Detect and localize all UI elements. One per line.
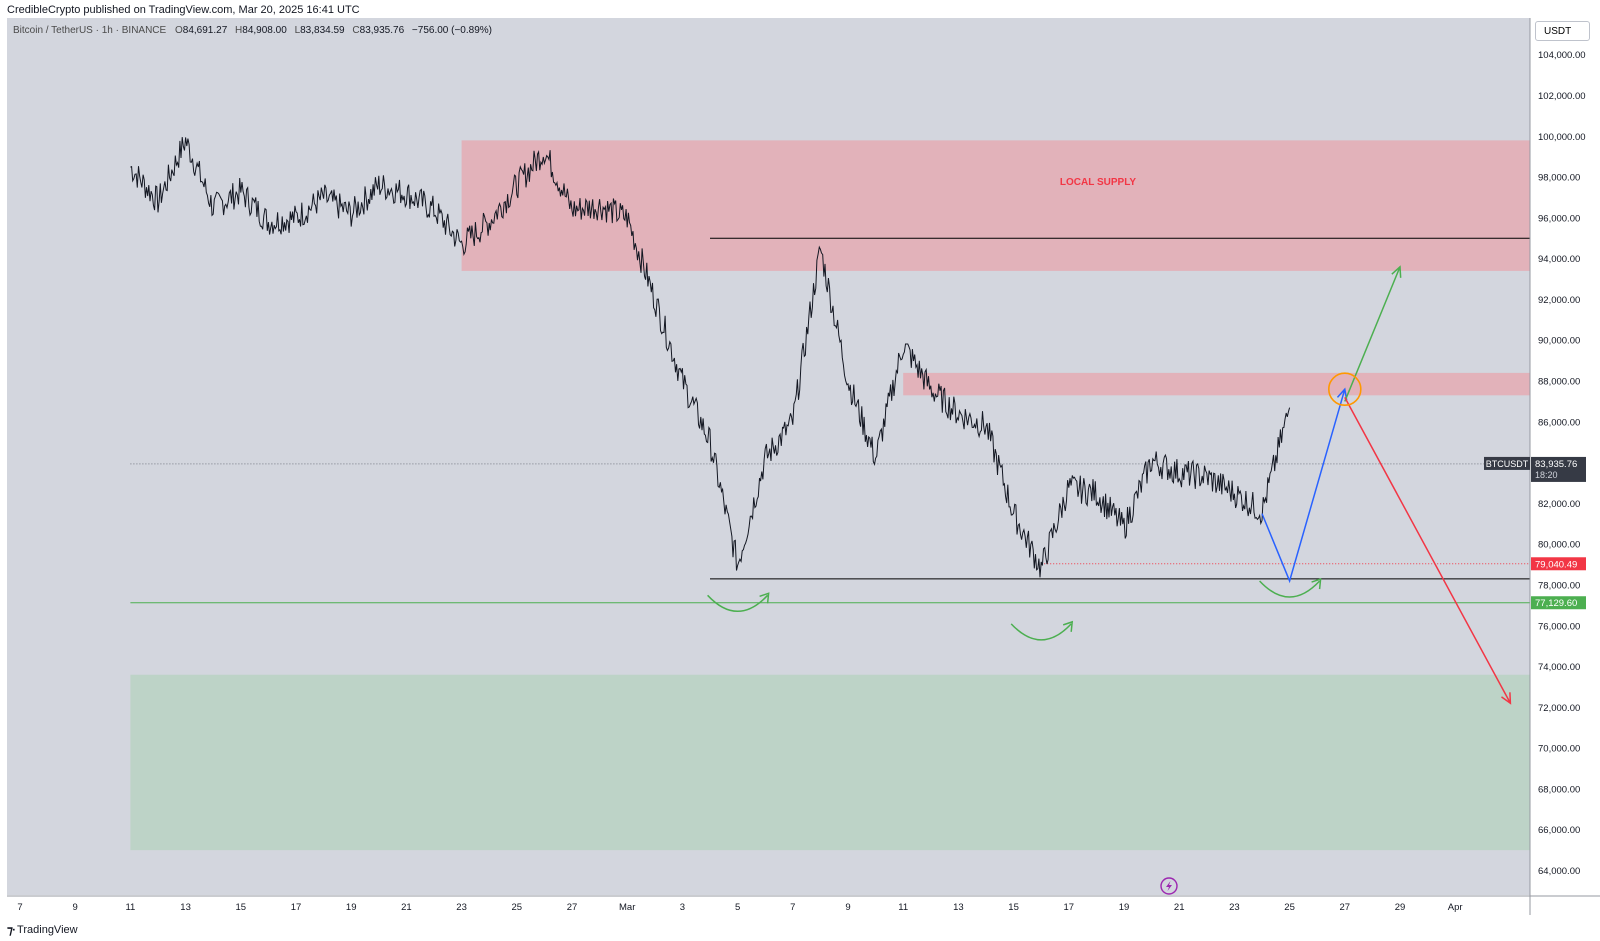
x-tick-label: Mar: [619, 902, 635, 913]
bounce-arc-2: [1259, 580, 1321, 598]
flash-icon[interactable]: [1160, 877, 1178, 895]
y-tick-label: 74,000.00: [1538, 662, 1580, 673]
low-label: L: [294, 25, 301, 36]
x-tick-label: 3: [680, 902, 685, 913]
tradingview-logo-icon: ⁊ᐧ: [7, 923, 15, 937]
projection-arrowhead-1: [1391, 265, 1402, 278]
bounce-arc-1: [1010, 623, 1072, 641]
countdown-text: 18:20: [1535, 470, 1558, 480]
current-price-text: 83,935.76: [1535, 459, 1577, 470]
y-tick-label: 90,000.00: [1538, 336, 1580, 347]
x-tick-label: 11: [898, 902, 908, 913]
bounce-arc-arrowhead-2: [1311, 577, 1322, 590]
y-tick-label: 68,000.00: [1538, 784, 1580, 795]
x-tick-label: 25: [1284, 902, 1295, 913]
y-tick-label: 64,000.00: [1538, 866, 1580, 877]
btc-price-series: [130, 137, 1291, 578]
y-tick-label: 94,000.00: [1538, 254, 1580, 265]
x-tick-label: 27: [567, 902, 578, 913]
x-tick-label: 5: [735, 902, 740, 913]
high-label: H: [235, 25, 243, 36]
red-level-text: 79,040.49: [1535, 559, 1577, 570]
y-tick-label: 98,000.00: [1538, 173, 1580, 184]
current-symbol-badge: [1484, 456, 1530, 470]
y-tick-label: 70,000.00: [1538, 744, 1580, 755]
y-tick-label: 80,000.00: [1538, 540, 1580, 551]
low-value: 83,834.59: [300, 25, 345, 36]
x-tick-label: 23: [1229, 902, 1240, 913]
x-tick-label: 17: [291, 902, 302, 913]
projection-path-0: [1261, 388, 1346, 584]
currency-button[interactable]: USDT: [1535, 21, 1590, 41]
x-tick-label: 19: [1119, 902, 1130, 913]
y-tick-label: 88,000.00: [1538, 377, 1580, 388]
y-tick-label: 82,000.00: [1538, 499, 1580, 510]
y-tick-label: 66,000.00: [1538, 825, 1580, 836]
x-tick-label: 27: [1340, 902, 1351, 913]
x-tick-label: 19: [346, 902, 357, 913]
breakout-circle-marker: [1328, 372, 1362, 406]
local-supply-label: LOCAL SUPPLY: [1060, 177, 1136, 188]
bounce-arc-arrowhead-0: [759, 592, 770, 604]
red-level-badge: [1531, 557, 1586, 571]
open-label: O: [174, 25, 183, 36]
x-tick-label: Apr: [1448, 902, 1463, 913]
x-tick-label: 29: [1395, 902, 1406, 913]
x-tick-label: 7: [17, 902, 22, 913]
resistance-zone: [903, 372, 1530, 396]
bounce-arc-arrowhead-1: [1062, 620, 1074, 632]
x-tick-label: 13: [180, 902, 191, 913]
x-tick-label: 17: [1064, 902, 1075, 913]
x-tick-label: 9: [73, 902, 78, 913]
x-tick-label: 9: [845, 902, 850, 913]
y-tick-label: 96,000.00: [1538, 213, 1580, 224]
x-tick-label: 23: [456, 902, 467, 913]
close-value: 83,935.76: [359, 25, 405, 36]
symbol-title[interactable]: Bitcoin / TetherUS · 1h · BINANCE: [13, 25, 167, 36]
high-value: 84,908.00: [242, 25, 287, 36]
y-tick-label: 100,000.00: [1538, 132, 1586, 143]
x-tick-label: 15: [236, 902, 247, 913]
publisher-line: CredibleCrypto published on TradingView.…: [7, 4, 360, 16]
demand-zone: [130, 674, 1530, 851]
projection-arrowhead-0: [1336, 387, 1348, 401]
current-price-badge: [1531, 456, 1586, 482]
y-tick-label: 86,000.00: [1538, 417, 1580, 428]
x-tick-label: 13: [953, 902, 964, 913]
y-tick-label: 72,000.00: [1538, 703, 1580, 714]
green-level-text: 77,129.60: [1535, 598, 1577, 609]
y-tick-label: 76,000.00: [1538, 621, 1580, 632]
projection-path-1: [1344, 266, 1401, 402]
y-tick-label: 92,000.00: [1538, 295, 1580, 306]
y-tick-label: 104,000.00: [1538, 50, 1586, 61]
green-level-badge: [1531, 596, 1586, 610]
bounce-arc-0: [707, 594, 769, 612]
x-tick-label: 11: [125, 902, 135, 913]
x-tick-label: 25: [512, 902, 523, 913]
x-tick-label: 21: [401, 902, 412, 913]
close-label: C: [352, 25, 360, 36]
current-symbol-text: BTCUSDT: [1486, 459, 1529, 469]
projection-path-2: [1344, 396, 1512, 704]
symbol-info-bar: Bitcoin / TetherUS · 1h · BINANCE O84,69…: [13, 25, 497, 36]
projection-arrowhead-2: [1501, 692, 1512, 705]
change-value: −756.00 (−0.89%): [411, 25, 492, 36]
footer-brand: ⁊ᐧ TradingView: [7, 923, 78, 937]
supply-zone: [461, 140, 1531, 271]
open-value: 84,691.27: [182, 25, 228, 36]
x-tick-label: 21: [1174, 902, 1185, 913]
y-tick-label: 78,000.00: [1538, 580, 1580, 591]
x-tick-label: 7: [790, 902, 795, 913]
x-tick-label: 15: [1008, 902, 1019, 913]
y-tick-label: 102,000.00: [1538, 91, 1586, 102]
footer-text: TradingView: [17, 924, 78, 936]
